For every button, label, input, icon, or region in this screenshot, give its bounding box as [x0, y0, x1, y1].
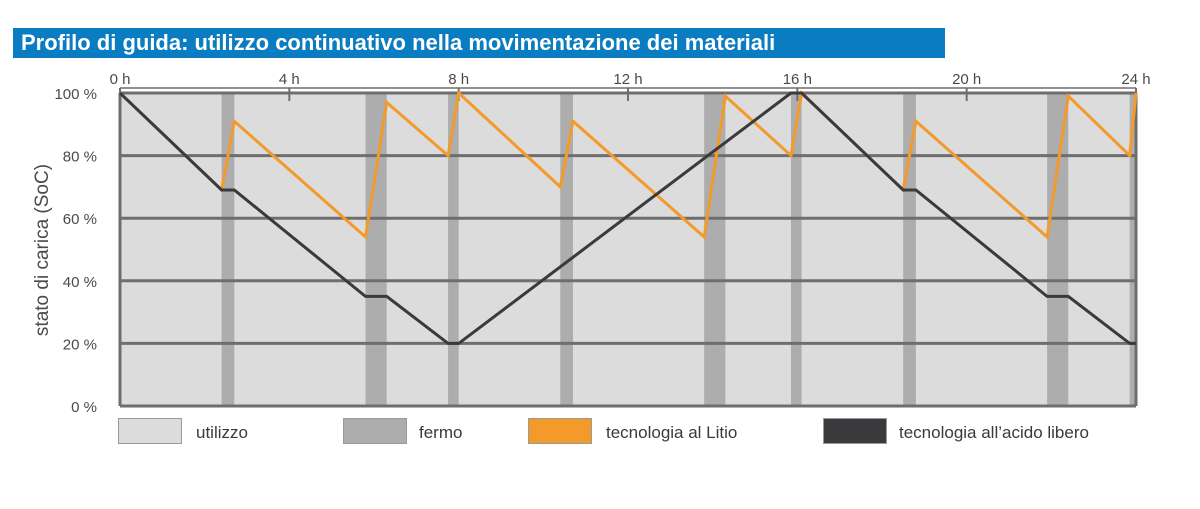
y-tick-label: 100 % — [54, 86, 97, 103]
y-axis-title: stato di carica (SoC) — [32, 164, 53, 336]
fermo-band — [365, 93, 387, 406]
legend-swatch-litio — [528, 418, 592, 444]
fermo-band — [1129, 93, 1136, 406]
legend-swatch-utilizzo — [118, 418, 182, 444]
fermo-band — [704, 93, 726, 406]
fermo-band — [790, 93, 802, 406]
series-line-acido — [118, 91, 1136, 345]
legend-label-utilizzo: utilizzo — [196, 423, 248, 442]
y-tick-label: 40 % — [63, 274, 97, 291]
x-tick-label: 16 h — [783, 71, 812, 88]
legend-swatch-fermo — [343, 418, 407, 444]
y-tick-label: 60 % — [63, 211, 97, 228]
legend-label-litio: tecnologia al Litio — [606, 423, 738, 442]
y-tick-label: 0 % — [71, 399, 97, 416]
x-tick-label: 24 h — [1121, 71, 1150, 88]
legend-label-fermo: fermo — [419, 423, 463, 442]
legend-swatch-acido — [823, 418, 887, 444]
x-tick-label: 12 h — [613, 71, 642, 88]
x-tick-label: 4 h — [279, 71, 300, 88]
fermo-band — [1047, 93, 1069, 406]
fermo-band — [448, 93, 459, 406]
fermo-band — [221, 93, 235, 406]
series-line-litio — [118, 89, 1138, 240]
chart-title: Profilo di guida: utilizzo continuativo … — [21, 30, 776, 55]
x-tick-label: 0 h — [110, 71, 131, 88]
title-bar: Profilo di guida: utilizzo continuativo … — [13, 28, 945, 58]
y-tick-label: 80 % — [63, 149, 97, 166]
y-tick-label: 20 % — [63, 336, 97, 353]
x-tick-label: 20 h — [952, 71, 981, 88]
legend-label-acido: tecnologia all’acido libero — [899, 423, 1089, 442]
x-tick-label: 8 h — [448, 71, 469, 88]
plot-area — [120, 93, 1136, 406]
fermo-band — [560, 93, 573, 406]
